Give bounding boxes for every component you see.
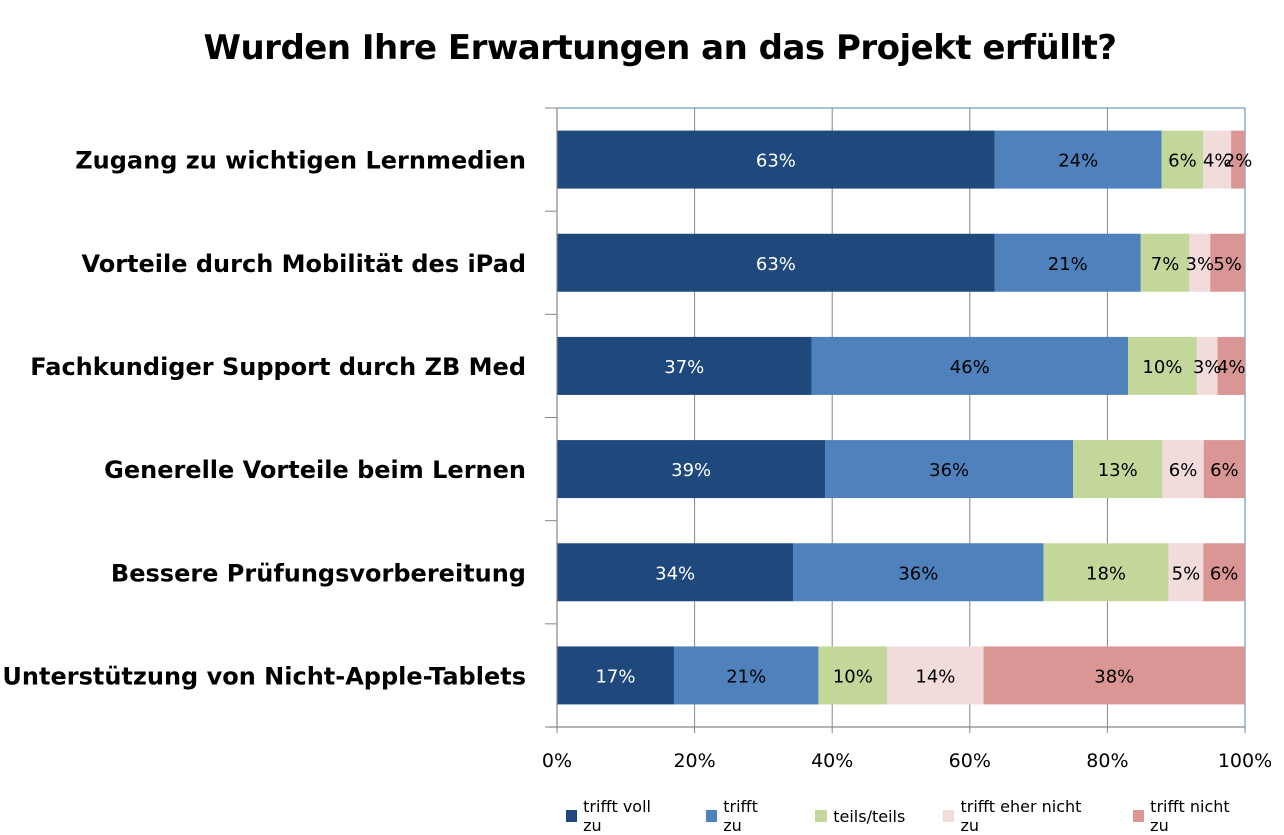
legend-item: trifft eher nicht zu — [943, 797, 1095, 835]
category-label: Generelle Vorteile beim Lernen — [104, 456, 526, 484]
data-label: 13% — [1098, 460, 1138, 481]
bar-segment — [1231, 130, 1245, 189]
bar-segment — [1203, 440, 1245, 499]
data-label: 24% — [1058, 151, 1098, 172]
data-label: 10% — [833, 666, 873, 687]
bar-segment — [1168, 543, 1204, 602]
bar-segment — [994, 233, 1141, 292]
category-label: Fachkundiger Support durch ZB Med — [30, 353, 526, 381]
data-label: 14% — [915, 666, 955, 687]
bar-segment — [557, 646, 674, 705]
category-label: Bessere Prüfungsvorbereitung — [111, 559, 526, 587]
data-label: 4% — [1217, 357, 1246, 378]
bar-segment — [887, 646, 984, 705]
data-label: 63% — [756, 254, 796, 275]
data-label: 46% — [950, 357, 990, 378]
data-label: 7% — [1151, 254, 1180, 275]
legend-label: teils/teils — [833, 806, 906, 826]
bar-segment — [1203, 543, 1245, 602]
legend-label: trifft eher nicht zu — [960, 797, 1082, 835]
bar-segment — [1162, 440, 1204, 499]
bar-segment — [1189, 233, 1211, 292]
bar-segment — [1196, 336, 1218, 395]
data-label: 17% — [595, 666, 635, 687]
data-label: 21% — [726, 666, 766, 687]
category-labels: Zugang zu wichtigen Lernmedien Vorteile d… — [2, 147, 526, 691]
data-label: 5% — [1172, 563, 1201, 584]
data-label: 34% — [655, 563, 695, 584]
category-label: Vorteile durch Mobilität des iPad — [81, 250, 526, 278]
data-label: 3% — [1186, 254, 1215, 275]
legend-swatch — [706, 810, 718, 822]
bar-segment — [557, 233, 995, 292]
x-tick-label: 40% — [811, 750, 853, 772]
bar-segment — [983, 646, 1245, 705]
bar-segment — [818, 646, 888, 705]
chart-title: Wurden Ihre Erwartungen an das Projekt e… — [203, 28, 1117, 68]
bar-segment — [1161, 130, 1204, 189]
bar-segment — [1073, 440, 1163, 499]
data-labels: 63% 24% 6% 4%2%63% 21% 7% 3% 5%37% 46% 10% 3%4%39%… — [595, 151, 1252, 688]
data-label: 39% — [671, 460, 711, 481]
data-label: 6% — [1210, 563, 1239, 584]
bar-segment — [793, 543, 1044, 602]
data-label: 21% — [1048, 254, 1088, 275]
bar-segment — [557, 440, 826, 499]
data-label: 63% — [756, 151, 796, 172]
bar-segment — [1043, 543, 1169, 602]
x-tick-label: 0% — [542, 750, 572, 772]
bar-segment — [673, 646, 819, 705]
data-label: 4% — [1203, 151, 1232, 172]
data-label: 6% — [1210, 460, 1239, 481]
legend-item: teils/teils — [815, 807, 905, 826]
bar-segment — [811, 336, 1129, 395]
data-label: 37% — [664, 357, 704, 378]
bar-segment — [825, 440, 1073, 499]
bar-segment — [557, 543, 794, 602]
data-label: 10% — [1142, 357, 1182, 378]
bar-segment — [1217, 336, 1245, 395]
data-label: 6% — [1168, 151, 1197, 172]
bar-segment — [1140, 233, 1190, 292]
legend-swatch — [943, 810, 955, 822]
legend-swatch — [1133, 810, 1145, 822]
gridlines — [557, 107, 1246, 727]
bar-segment — [1210, 233, 1245, 292]
x-tick-label: 80% — [1086, 750, 1128, 772]
bar-segment — [1203, 130, 1232, 189]
x-tick-label: 100% — [1218, 750, 1272, 772]
bars — [557, 130, 1245, 705]
legend-item: trifft zu — [706, 797, 777, 835]
bar-segment — [994, 130, 1162, 189]
bar-segment — [557, 336, 812, 395]
bar-segment — [1128, 336, 1197, 395]
x-tick-label: 20% — [673, 750, 715, 772]
data-label: 36% — [929, 460, 969, 481]
legend-item: trifft nicht zu — [1133, 797, 1246, 835]
data-label: 18% — [1086, 563, 1126, 584]
axes — [545, 107, 1246, 733]
bar-segment — [557, 130, 995, 189]
category-label: Unterstützung von Nicht-Apple-Tablets — [2, 662, 526, 690]
category-label: Zugang zu wichtigen Lernmedien — [75, 147, 526, 175]
data-label: 6% — [1169, 460, 1198, 481]
data-label: 3% — [1193, 357, 1222, 378]
x-tick-label: 60% — [949, 750, 991, 772]
legend: trifft voll zu trifft zu teils/teils trifft… — [566, 797, 1284, 835]
data-label: 5% — [1213, 254, 1242, 275]
legend-item: trifft voll zu — [566, 797, 668, 835]
legend-label: trifft nicht zu — [1150, 797, 1230, 835]
legend-swatch — [815, 810, 828, 822]
legend-label: trifft zu — [723, 797, 758, 835]
data-label: 38% — [1094, 666, 1134, 687]
legend-swatch — [566, 810, 578, 822]
x-tick-labels: 0% 20% 40% 60% 80% 100% — [542, 750, 1272, 772]
legend-label: trifft voll zu — [583, 797, 651, 835]
data-label: 36% — [898, 563, 938, 584]
data-label: 2% — [1224, 151, 1253, 172]
